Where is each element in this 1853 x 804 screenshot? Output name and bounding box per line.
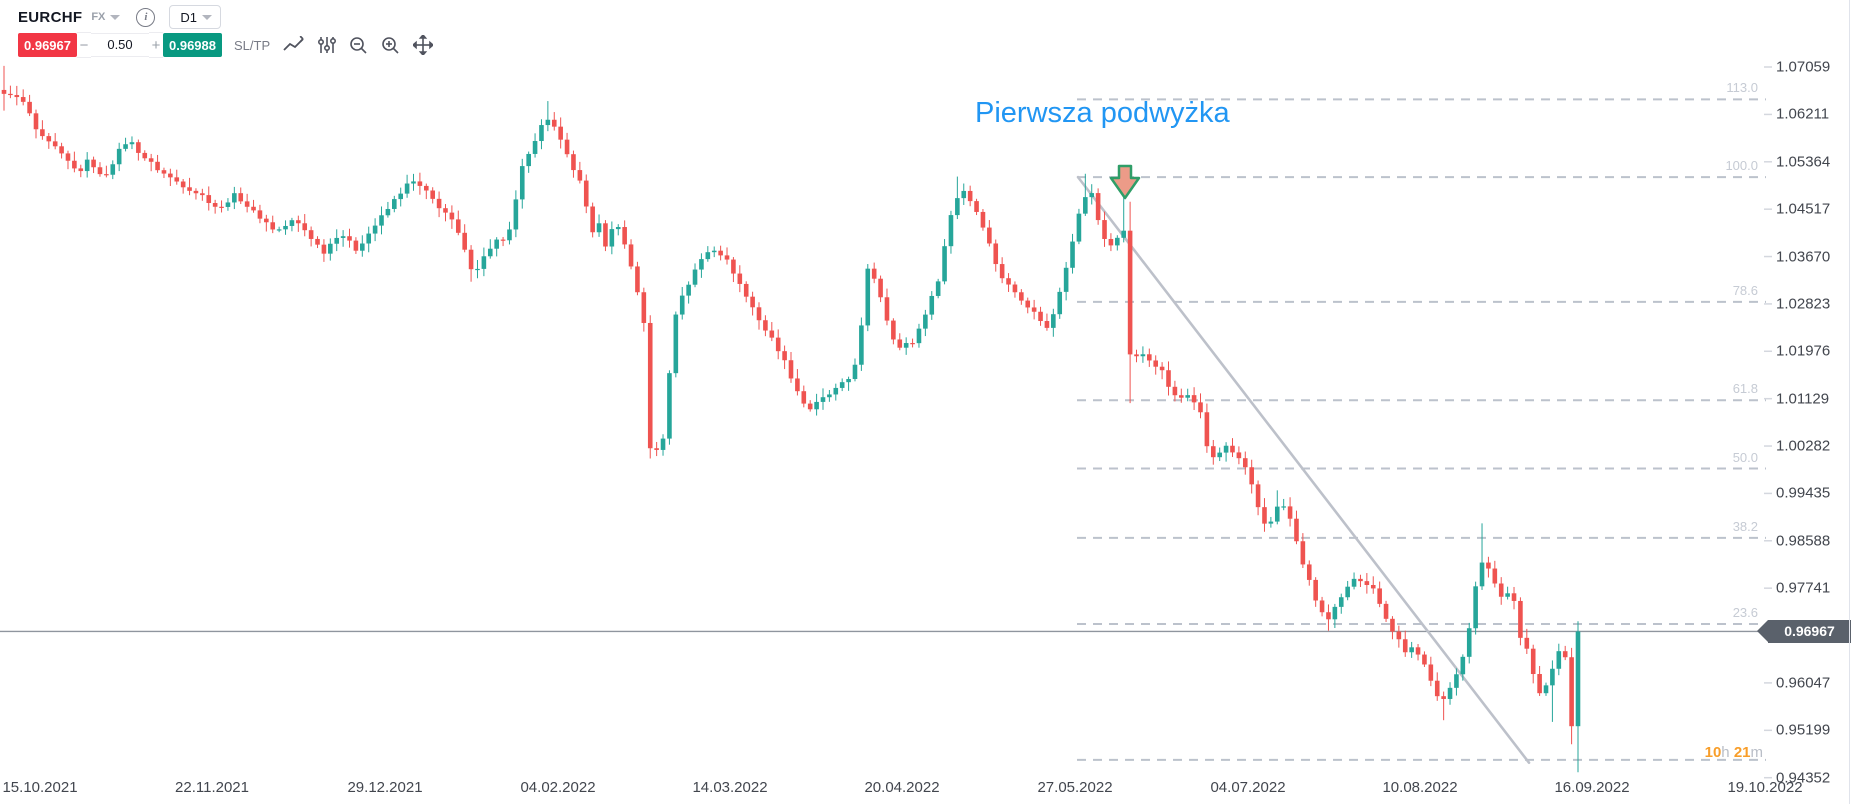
countdown-hours: 10 [1704, 744, 1722, 761]
chevron-down-icon [202, 14, 212, 20]
price-axis-label: 0.95199 [1776, 721, 1831, 739]
fib-level-label: 38.2 [1732, 518, 1758, 534]
price-axis-label: 0.94352 [1776, 769, 1831, 787]
spread-value[interactable]: 0.50 [91, 33, 149, 57]
time-axis-label: 20.04.2022 [864, 779, 940, 796]
price-axis-label: 0.96047 [1776, 674, 1831, 692]
price-axis-ticks [1764, 66, 1772, 779]
pan-move-icon[interactable] [413, 35, 434, 55]
sell-button[interactable]: 0.96967 [18, 33, 77, 57]
countdown-minutes-unit: m [1750, 744, 1764, 761]
price-axis-label: 0.97741 [1776, 579, 1831, 597]
price-axis-label: 0.99435 [1776, 484, 1831, 502]
price-axis-label: 1.04517 [1776, 200, 1831, 218]
time-axis-label: 22.11.2021 [175, 779, 249, 796]
buy-button[interactable]: 0.96988 [163, 33, 222, 57]
fib-retracement-lines[interactable] [1077, 98, 1766, 761]
time-axis-label: 14.03.2022 [692, 779, 768, 796]
info-icon[interactable]: i [136, 7, 156, 27]
fib-level-label: 113.0 [1726, 80, 1758, 96]
time-axis-label: 10.08.2022 [1382, 779, 1458, 796]
symbol-name[interactable]: EURCHF [18, 8, 83, 26]
current-price-tag: 0.96967 [1757, 619, 1851, 643]
interval-select[interactable]: D1 [169, 5, 221, 29]
fib-level-label: 78.6 [1732, 282, 1758, 298]
price-axis-label: 1.01976 [1776, 342, 1831, 360]
price-axis-label: 1.07059 [1776, 58, 1831, 76]
price-axis-label: 1.03670 [1776, 248, 1831, 266]
countdown-hours-unit: h [1721, 744, 1734, 761]
time-axis-label: 19.10.2022 [1727, 779, 1803, 796]
price-axis-label: 1.01129 [1776, 390, 1830, 408]
spread-increase-button[interactable]: + [149, 32, 163, 58]
candlestick-layer [1, 65, 1581, 773]
price-axis-label: 1.06211 [1776, 105, 1830, 123]
fib-level-label: 23.6 [1732, 605, 1758, 620]
chart-toolbar: EURCHF FX i D1 0.96967 − 0.50 + 0.96988 … [10, 0, 442, 61]
price-axis-label: 1.02823 [1776, 295, 1831, 313]
fib-level-label: 100.0 [1725, 158, 1758, 174]
spread-decrease-button[interactable]: − [77, 32, 91, 58]
price-axis-label: 1.05364 [1776, 153, 1831, 171]
trendline-tool-icon[interactable] [283, 36, 305, 54]
fib-level-label: 61.8 [1732, 381, 1758, 397]
time-axis-label: 04.02.2022 [520, 779, 596, 796]
market-type-label[interactable]: FX [91, 11, 106, 23]
pane-right-border [1849, 0, 1850, 804]
indicators-icon[interactable] [318, 36, 337, 54]
price-axis-label: 0.98588 [1776, 532, 1831, 550]
countdown-minutes: 21 [1733, 744, 1751, 761]
zoom-out-icon[interactable] [349, 36, 368, 55]
candle-close-countdown: 10h 21m [1705, 744, 1763, 761]
chevron-down-icon[interactable] [110, 14, 121, 20]
chart-text-annotation[interactable]: Pierwsza podwyżka [975, 97, 1230, 129]
time-axis-label: 29.12.2021 [347, 779, 423, 796]
time-axis-label: 27.05.2022 [1037, 779, 1113, 796]
arrow-down-marker[interactable] [1109, 164, 1141, 200]
time-axis-label: 16.09.2022 [1554, 779, 1630, 796]
trend-line[interactable] [1076, 175, 1531, 765]
interval-value: D1 [180, 9, 197, 25]
price-axis-label: 1.00282 [1776, 437, 1831, 455]
sltp-button[interactable]: SL/TP [234, 37, 271, 53]
time-axis-label: 15.10.2021 [2, 779, 78, 796]
time-axis-label: 04.07.2022 [1210, 779, 1286, 796]
fib-level-label: 50.0 [1732, 449, 1758, 465]
zoom-in-icon[interactable] [381, 36, 400, 55]
